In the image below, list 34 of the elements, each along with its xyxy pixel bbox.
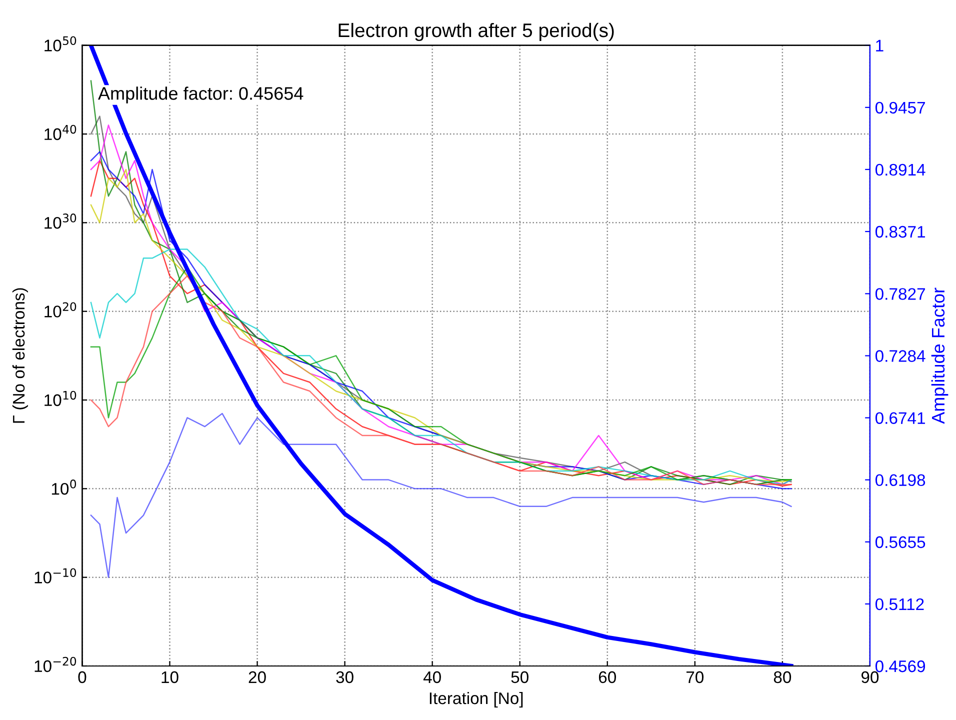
y-tick-label: 10$^{−20}$ [34, 656, 76, 672]
x-tick-label: 60 [598, 671, 616, 684]
y2-tick-label: 0.4569 [875, 660, 926, 672]
y2-tick-label: 0.6741 [875, 412, 925, 424]
x-axis-title: Iteration [No] [430, 692, 523, 708]
y2-tick-label: 0.5112 [875, 598, 924, 610]
y-tick-label: 10$^{0}$ [52, 480, 76, 495]
y2-tick-label: 1 [876, 40, 884, 52]
annotation: Amplitude factor: 0.45654 [98, 86, 304, 104]
y2-tick-label: 0.6198 [875, 474, 926, 486]
y2-tick-label: 0.7284 [875, 350, 926, 362]
x-tick-label: 50 [511, 671, 528, 684]
y-tick-label: 10$^{−10}$ [34, 568, 76, 584]
x-tick-label: 80 [774, 671, 792, 684]
y-tick-label: 10$^{30}$ [44, 214, 76, 229]
x-tick-label: 70 [686, 671, 704, 684]
x-tick-label: 40 [423, 671, 441, 684]
chart-title: Electron growth after 5 period(s) [338, 22, 614, 42]
y-tick-label: 10$^{20}$ [44, 302, 76, 318]
x-tick-label: 30 [336, 671, 354, 684]
y2-tick-label: 0.5655 [875, 536, 926, 548]
y-tick-label: 10$^{10}$ [44, 390, 76, 406]
y2-tick-label: 0.9457 [875, 102, 925, 114]
y-axis-title: Γ (No of electrons) [12, 288, 28, 423]
x-tick-label: 90 [861, 671, 879, 684]
x-tick-label: 0 [78, 671, 86, 684]
y-tick-label: 10$^{50}$ [44, 36, 76, 52]
y-tick-label: 10$^{40}$ [44, 124, 76, 140]
x-tick-label: 10 [162, 671, 178, 684]
y2-tick-label: 0.7827 [875, 288, 925, 300]
x-tick-label: 20 [248, 671, 266, 684]
y2-tick-label: 0.8371 [875, 226, 925, 238]
y2-axis-title: Amplitude Factor [931, 288, 948, 424]
y2-tick-label: 0.8914 [875, 164, 926, 176]
